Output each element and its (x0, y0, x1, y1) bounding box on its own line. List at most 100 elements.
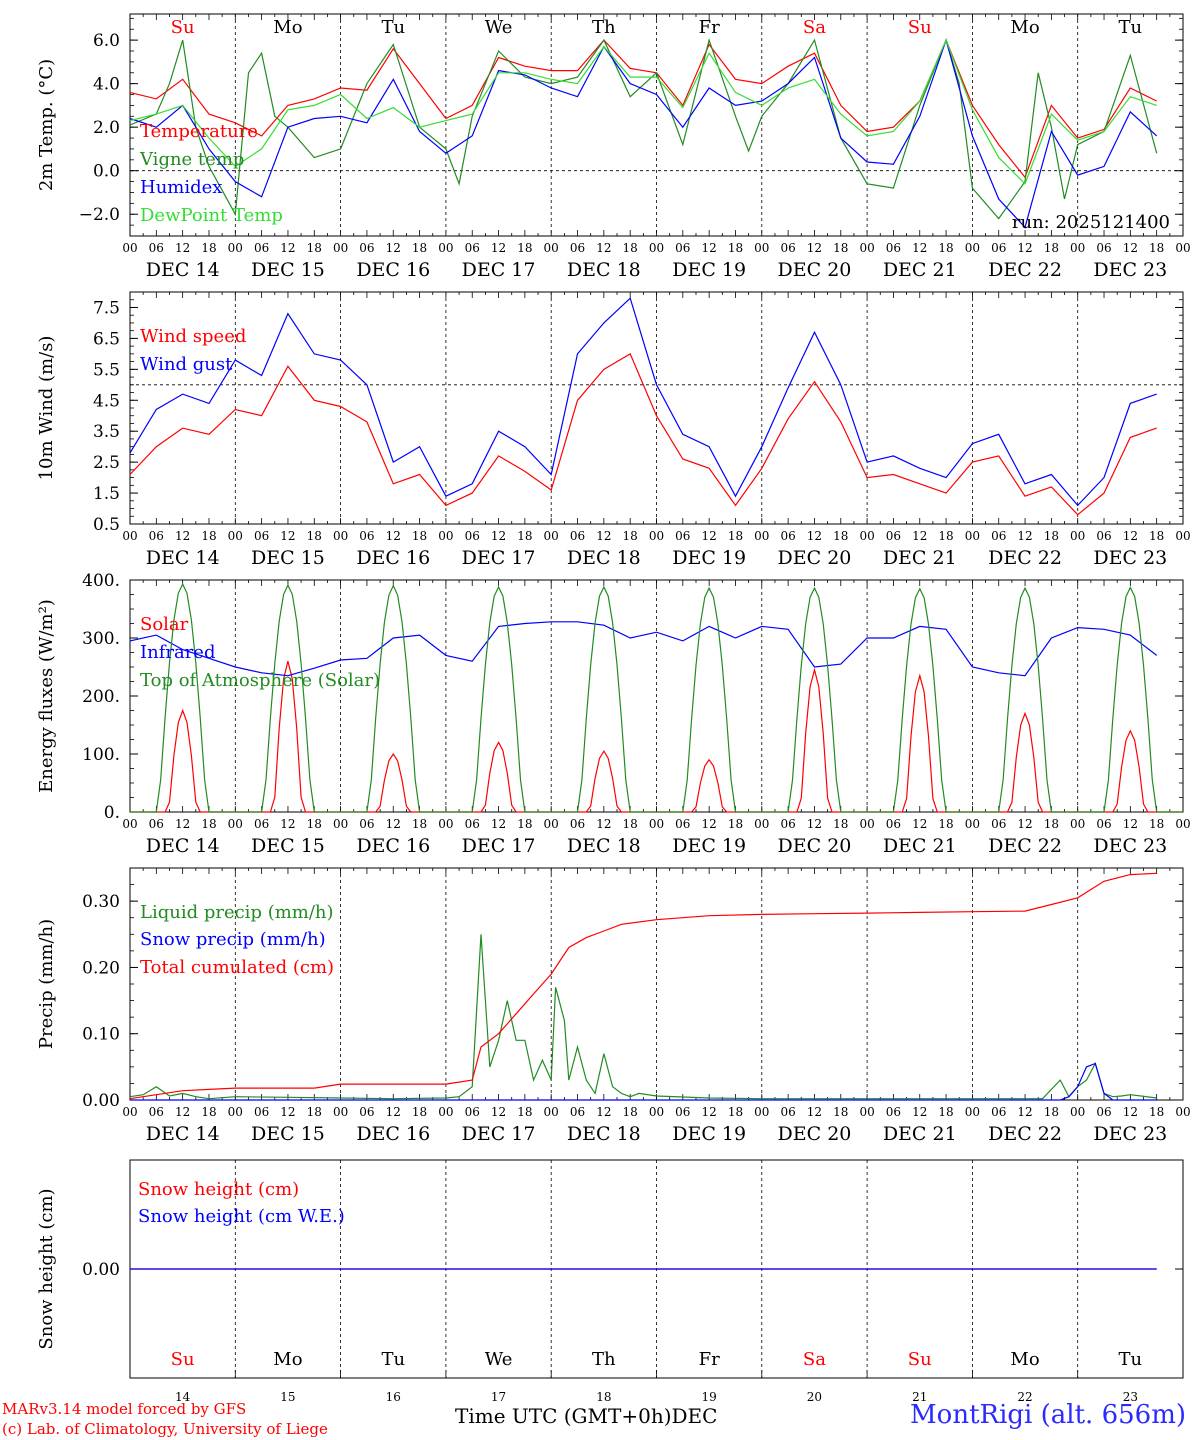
x-tick-label: 18 (833, 1105, 848, 1119)
date-label: DEC 17 (462, 1123, 536, 1145)
x-tick-label: 18 (517, 1105, 532, 1119)
date-label: DEC 14 (146, 259, 220, 281)
y-tick-label: 6.0 (93, 31, 120, 51)
weekday-label: Su (908, 1349, 932, 1370)
y-axis-label: Precip (mm/h) (36, 919, 57, 1049)
date-label: DEC 21 (883, 1123, 957, 1145)
x-tick-label: 06 (465, 1105, 480, 1119)
x-tick-label: 00 (649, 817, 664, 831)
date-label: DEC 17 (462, 547, 536, 569)
x-tick-label: 06 (359, 817, 374, 831)
date-label: DEC 14 (146, 547, 220, 569)
y-tick-label: 2.5 (93, 453, 120, 473)
x-tick-label: 12 (702, 1105, 717, 1119)
x-tick-label: 12 (175, 241, 190, 255)
x-tick-label: 00 (333, 241, 348, 255)
x-tick-label: 12 (596, 817, 611, 831)
x-tick-label: 12 (1123, 241, 1138, 255)
x-tick-label: 06 (570, 1105, 585, 1119)
y-tick-label: 0.5 (93, 515, 120, 535)
x-tick-label: 12 (491, 1105, 506, 1119)
x-tick-label: 12 (491, 529, 506, 543)
date-label: DEC 18 (567, 259, 641, 281)
x-tick-label: 12 (280, 817, 295, 831)
x-tick-label: 18 (1149, 1105, 1164, 1119)
x-tick-label: 00 (965, 241, 980, 255)
x-tick-label: 18 (938, 529, 953, 543)
x-tick-label: 06 (991, 817, 1006, 831)
y-axis-label: Snow height (cm) (36, 1188, 57, 1349)
date-label: DEC 22 (988, 835, 1062, 857)
series-line (129, 872, 1157, 1100)
date-label: DEC 17 (462, 835, 536, 857)
x-tick-label: 18 (623, 241, 638, 255)
x-tick-label: 06 (570, 529, 585, 543)
legend-entry: Wind speed (140, 326, 246, 347)
x-tick-label: 06 (570, 817, 585, 831)
x-tick-label: 00 (754, 529, 769, 543)
x-tick-label: 00 (1175, 241, 1190, 255)
weekday-label: Th (592, 17, 616, 38)
x-tick-label: 06 (254, 1105, 269, 1119)
x-tick-label: 18 (1149, 529, 1164, 543)
date-label: DEC 21 (883, 547, 957, 569)
x-tick-label: 00 (228, 817, 243, 831)
date-label: DEC 17 (462, 259, 536, 281)
series-line (130, 582, 1183, 813)
x-tick-label: 00 (859, 817, 874, 831)
panel-1: 00 06 12 18 DEC 14 00 06 12 18 DEC 15 00 06 12 18 DEC … (36, 13, 1191, 281)
weekday-label: Tu (1119, 1349, 1143, 1370)
x-tick-label: 06 (991, 529, 1006, 543)
x-tick-label: 12 (912, 817, 927, 831)
series-line (129, 353, 1157, 516)
date-label: DEC 19 (672, 1123, 746, 1145)
weekday-label: Sa (803, 1349, 826, 1370)
y-tick-label: 1.5 (93, 484, 120, 504)
y-tick-label: 200. (82, 687, 120, 707)
x-tick-label: 06 (359, 241, 374, 255)
x-tick-label: 18 (307, 817, 322, 831)
date-label: DEC 16 (356, 1123, 430, 1145)
day-number-label: 17 (491, 1390, 506, 1404)
day-number-label: 18 (596, 1390, 611, 1404)
weekday-label: Mo (273, 17, 302, 38)
x-tick-label: 18 (201, 1105, 216, 1119)
weekday-label: Mo (1010, 1349, 1039, 1370)
legend-entry: Vigne temp (139, 149, 244, 170)
series-line (129, 38, 1157, 179)
date-label: DEC 18 (567, 835, 641, 857)
y-tick-label: 100. (82, 745, 120, 765)
date-label: DEC 18 (567, 547, 641, 569)
y-tick-label: −2.0 (79, 205, 120, 225)
x-tick-label: 18 (1044, 817, 1059, 831)
x-tick-label: 12 (280, 1105, 295, 1119)
x-tick-label: 06 (780, 241, 795, 255)
x-tick-label: 06 (254, 529, 269, 543)
x-tick-label: 18 (623, 529, 638, 543)
y-tick-label: 7.5 (93, 298, 120, 318)
date-label: DEC 18 (567, 1123, 641, 1145)
day-number-label: 14 (175, 1390, 191, 1404)
series-line (129, 297, 1157, 507)
date-label: DEC 21 (883, 259, 957, 281)
lab-credit: (c) Lab. of Climatology, University of L… (2, 1420, 328, 1438)
x-tick-label: 00 (544, 1105, 559, 1119)
y-tick-label: 3.5 (93, 422, 120, 442)
panel-3: 00 06 12 18 DEC 14 00 06 12 18 DEC 15 00 06 12 18 DEC … (36, 571, 1191, 857)
y-tick-label: 0. (104, 803, 120, 823)
x-tick-label: 18 (833, 241, 848, 255)
x-tick-label: 00 (754, 241, 769, 255)
y-tick-label: 0.30 (82, 892, 120, 912)
x-tick-label: 00 (859, 529, 874, 543)
date-label: DEC 16 (356, 547, 430, 569)
x-tick-label: 12 (175, 529, 190, 543)
day-number-label: 21 (912, 1390, 927, 1404)
x-tick-label: 06 (675, 241, 690, 255)
x-tick-label: 18 (623, 1105, 638, 1119)
x-tick-label: 06 (1096, 241, 1111, 255)
x-tick-label: 18 (728, 817, 743, 831)
legend-entry: Snow height (cm) (138, 1179, 299, 1200)
y-axis-label: 10m Wind (m/s) (36, 336, 57, 481)
x-tick-label: 18 (412, 1105, 427, 1119)
weekday-label: Th (592, 1349, 616, 1370)
